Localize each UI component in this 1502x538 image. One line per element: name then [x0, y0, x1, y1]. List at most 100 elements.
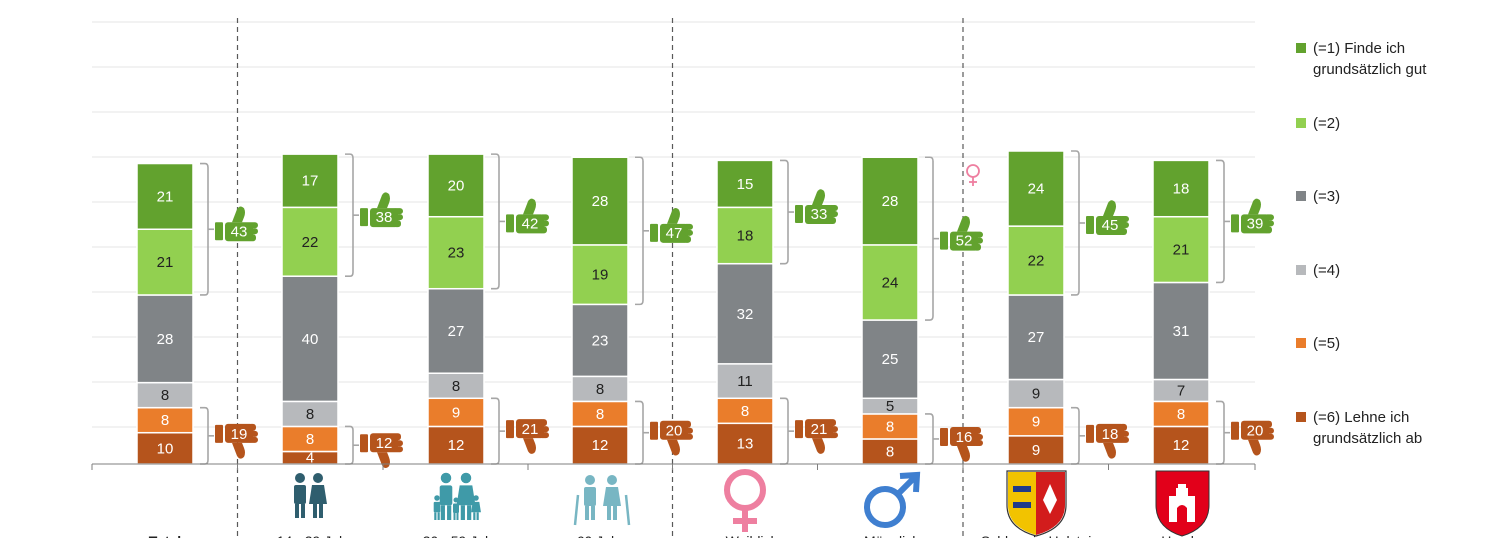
- category-label: Total: [149, 533, 181, 538]
- family-icon: [433, 495, 441, 520]
- segment-value-label: 28: [157, 331, 174, 348]
- thumbs-up-icon: [795, 189, 838, 225]
- thumb-finger: [539, 226, 547, 234]
- segment-value-label: 20: [448, 177, 465, 194]
- legend-label: (=3): [1313, 188, 1340, 205]
- thumb-digit: [812, 189, 825, 206]
- segment-value-label: 9: [1032, 414, 1040, 431]
- bar-segment: [1152, 159, 1210, 218]
- thumbs-down-icon: [795, 419, 838, 454]
- legend-item[interactable]: (=3): [1296, 188, 1340, 205]
- thumb-finger: [248, 234, 256, 242]
- total-bracket: [1216, 400, 1225, 465]
- total-bracket: [780, 397, 789, 465]
- thumb-finger: [683, 223, 693, 230]
- legend-item[interactable]: (=2): [1296, 115, 1340, 132]
- thumb-finger: [540, 220, 549, 227]
- thumb-finger: [973, 439, 983, 446]
- bar-segment: [427, 215, 485, 290]
- total-bracket: [491, 153, 500, 290]
- segment-value-label: 28: [882, 193, 899, 210]
- thumb-finger: [248, 423, 256, 431]
- thumb-cuff: [360, 434, 368, 453]
- thumb-finger: [249, 228, 258, 235]
- negative-total-label: 19: [231, 426, 248, 443]
- legend[interactable]: (=1) Finde ich grundsätzlich gut (=2) (=3) (…: [1296, 40, 1427, 447]
- segment-value-label: 8: [306, 431, 314, 448]
- category-labels: Total 14 - 29 Jahre 30 - 59 Jahre 60 Jahre …: [149, 533, 1219, 538]
- bar-segment: [861, 413, 919, 440]
- bar-segment: [861, 156, 919, 246]
- legend-label: grundsätzlich ab: [1313, 430, 1422, 447]
- thumb-palm: [516, 419, 544, 439]
- positive-total-label: 52: [956, 233, 973, 250]
- negative-total-label: 16: [956, 429, 973, 446]
- thumb-palm: [225, 222, 253, 242]
- thumb-finger: [248, 436, 258, 443]
- family-icon: [471, 495, 481, 520]
- segment-value-label: 15: [737, 176, 754, 193]
- segment-value-label: 32: [737, 306, 754, 323]
- thumb-finger: [1264, 226, 1272, 234]
- thumb-finger: [828, 432, 838, 439]
- total-bracket: [1216, 159, 1225, 284]
- segment-value-label: 13: [737, 436, 754, 453]
- thumbs-up-icon: [506, 198, 549, 234]
- thumb-palm: [950, 231, 978, 251]
- legend-item[interactable]: (=1) Finde ich grundsätzlich gut: [1296, 40, 1427, 78]
- thumb-finger: [393, 446, 403, 453]
- segment-value-label: 28: [592, 193, 609, 210]
- legend-item[interactable]: (=6) Lehne ich grundsätzlich ab: [1296, 409, 1422, 447]
- total-bracket: [491, 397, 500, 465]
- category-label: Weiblich: [726, 533, 779, 538]
- bar-segment: [427, 153, 485, 218]
- negative-total-label: 20: [666, 423, 683, 440]
- female-marker-icon: [966, 164, 980, 178]
- segment-value-label: 21: [157, 254, 174, 271]
- schleswig-holstein-crest-icon: [1006, 470, 1067, 537]
- positive-total-label: 38: [376, 209, 393, 226]
- category-label: Hamburg: [1161, 533, 1219, 538]
- thumb-palm: [1241, 214, 1269, 234]
- bar-segment: [1152, 281, 1210, 381]
- thumb-finger: [1119, 423, 1127, 431]
- segment-value-label: 12: [592, 437, 609, 454]
- thumb-digit: [667, 439, 680, 456]
- segment-value-label: 27: [448, 323, 465, 340]
- thumb-digit: [523, 438, 536, 454]
- bar-segment: [861, 319, 919, 400]
- thumb-cuff: [506, 214, 514, 233]
- bar-segment: [427, 287, 485, 374]
- legend-item[interactable]: (=4): [1296, 262, 1340, 279]
- thumb-finger: [974, 433, 983, 440]
- thumb-finger: [1119, 215, 1129, 222]
- senior-couple-icon: [603, 475, 621, 520]
- thumb-cuff: [360, 208, 368, 227]
- hamburg-crest-icon: [1155, 470, 1210, 537]
- thumb-palm: [370, 433, 398, 453]
- bar-segment: [716, 262, 774, 365]
- segment-value-label: 24: [882, 274, 899, 291]
- thumb-digit: [667, 208, 680, 224]
- legend-label: (=1) Finde ich: [1313, 40, 1405, 57]
- thumb-finger: [1119, 436, 1129, 443]
- bars: 10 8 8 28 21 21 4 8 8 40 22 17 12 9 8 27 23 20 12 8 8 23 19 28 1…: [136, 150, 1210, 467]
- bar-segment: [571, 400, 629, 428]
- family-icon: [456, 472, 476, 520]
- total-bracket: [345, 425, 354, 465]
- segment-value-label: 9: [1032, 442, 1040, 459]
- positive-total-label: 45: [1102, 217, 1119, 234]
- negative-total-label: 21: [522, 421, 539, 438]
- category-label: Schleswig-Holstein: [981, 533, 1099, 538]
- legend-item[interactable]: (=5): [1296, 335, 1340, 352]
- thumb-finger: [1119, 227, 1127, 235]
- legend-swatch: [1296, 191, 1306, 201]
- thumb-cuff: [795, 205, 803, 224]
- bar-segment: [1007, 225, 1065, 296]
- thumb-finger: [1120, 221, 1129, 228]
- segment-value-label: 8: [1177, 406, 1185, 423]
- thumb-palm: [805, 419, 833, 439]
- thumb-cuff: [650, 421, 658, 440]
- thumb-finger: [973, 231, 983, 238]
